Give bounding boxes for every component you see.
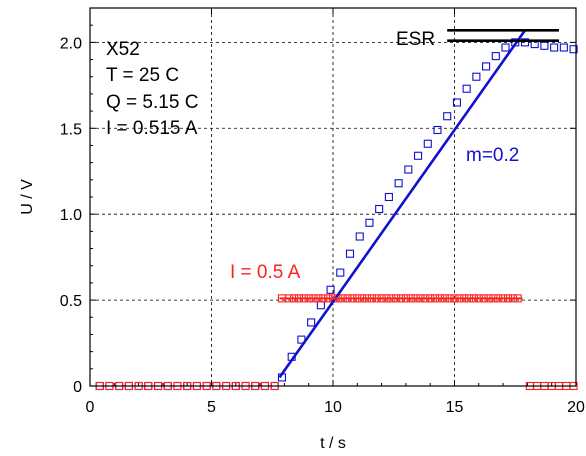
voltage-point [307, 318, 316, 327]
info-line-sample: X52 [106, 39, 140, 60]
voltage-point [482, 62, 491, 71]
voltage-point [491, 52, 500, 61]
y-tick-label: 0.5 [60, 293, 82, 310]
x-tick-label: 20 [567, 399, 585, 416]
plot-frame [89, 7, 577, 387]
voltage-point [404, 165, 413, 174]
y-axis-label: U / V [19, 179, 36, 215]
info-line-temperature: T = 25 C [106, 65, 179, 86]
slope-fit-line [278, 29, 527, 379]
voltage-point [443, 112, 452, 121]
voltage-point [472, 72, 481, 81]
fit-lines [278, 29, 559, 379]
x-tick-label: 5 [207, 399, 216, 416]
voltage-point [394, 179, 403, 188]
voltage-point [433, 125, 442, 135]
voltage-point [540, 41, 549, 50]
voltage-point [336, 268, 345, 277]
voltage-point [316, 301, 325, 310]
grid [90, 8, 576, 386]
voltage-point [423, 139, 432, 148]
voltage-point [462, 84, 471, 93]
y-tick-label: 0 [73, 379, 82, 396]
y-tick-label: 1.5 [60, 121, 82, 138]
x-tick-label: 0 [86, 399, 95, 416]
voltage-point [355, 232, 364, 241]
y-tick-label: 2.0 [60, 35, 82, 52]
voltage-point [345, 249, 355, 258]
voltage-point [384, 192, 393, 202]
info-line-current: I = 0.515 A [106, 118, 198, 139]
y-ticks: 0 0.5 1.0 1.5 2.0 [60, 24, 576, 396]
y-tick-label: 1.0 [60, 207, 82, 224]
voltage-point [559, 43, 568, 52]
x-tick-label: 10 [324, 399, 342, 416]
voltage-point [326, 285, 335, 294]
voltage-point [520, 38, 530, 47]
current-annotation: I = 0.5 A [230, 262, 301, 283]
x-tick-label: 15 [446, 399, 464, 416]
slope-annotation: m=0.2 [466, 145, 519, 166]
esr-annotation: ESR [396, 29, 435, 50]
annotations: X52 T = 25 C Q = 5.15 C I = 0.515 A I = … [106, 29, 519, 283]
info-line-charge: Q = 5.15 C [106, 92, 198, 113]
voltage-point [569, 45, 578, 54]
voltage-point [452, 98, 461, 107]
voltage-point [413, 151, 423, 160]
voltage-point [550, 43, 559, 52]
voltage-point [375, 204, 384, 214]
voltage-point [501, 43, 510, 52]
x-axis-label: t / s [320, 435, 346, 452]
voltage-point [365, 218, 374, 227]
